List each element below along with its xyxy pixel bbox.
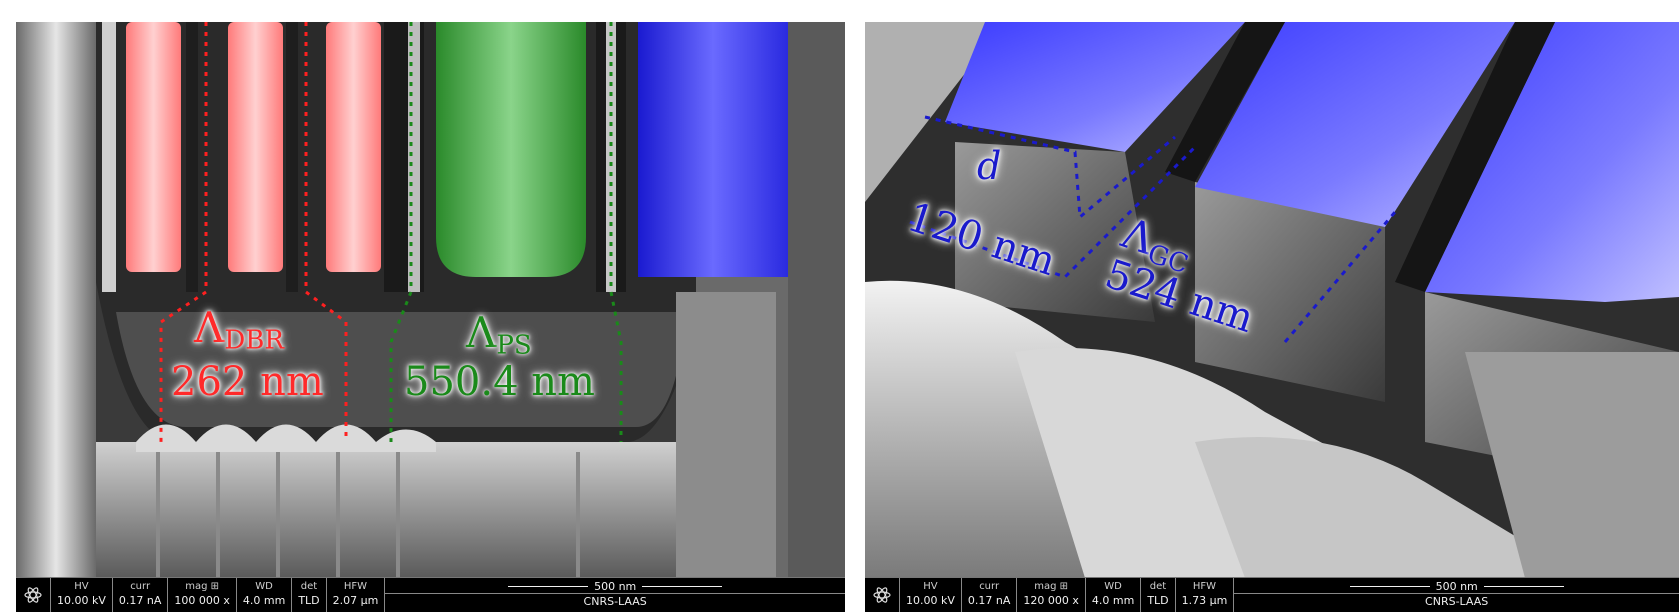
- sem-info-bar-left: HV 10.00 kV curr 0.17 nA mag ⊞ 100 000 x WD…: [16, 577, 845, 612]
- ps-bar: [436, 22, 586, 277]
- dbr-bar-1: [126, 22, 181, 272]
- gc-guides: [909, 115, 1397, 343]
- hfw-cell: HFW 2.07 µm: [327, 578, 386, 612]
- ps-period-label: ΛPS: [466, 308, 532, 361]
- scale-label: 500 nm: [594, 580, 637, 593]
- org-label: CNRS-LAAS: [1234, 593, 1679, 610]
- d-label: d: [977, 144, 1002, 188]
- hfw-cell: HFW 1.73 µm: [1176, 578, 1235, 612]
- hv-cell: HV 10.00 kV: [51, 578, 113, 612]
- scale-label: 500 nm: [1435, 580, 1478, 593]
- sem-logo-icon: [865, 578, 900, 612]
- sem-micrograph-right: [865, 22, 1679, 578]
- ps-guides: [389, 22, 623, 442]
- gc-tooth-2: [1195, 22, 1515, 227]
- mag-cell: mag ⊞ 100 000 x: [168, 578, 237, 612]
- dbr-guides: [159, 22, 348, 442]
- sem-image-left: ΛDBR 262 nm ΛPS 550.4 nm HV 10.00 kV curr…: [16, 22, 845, 612]
- hv-cell: HV 10.00 kV: [900, 578, 962, 612]
- det-cell: det TLD: [1141, 578, 1176, 612]
- curr-cell: curr 0.17 nA: [113, 578, 169, 612]
- sem-image-right: d 120 nm ΛGC 524 nm HV 10.00 kV curr 0.17 …: [865, 22, 1679, 612]
- mag-cell: mag ⊞ 120 000 x: [1017, 578, 1086, 612]
- dbr-bar-3: [326, 22, 381, 272]
- wd-cell: WD 4.0 mm: [237, 578, 293, 612]
- sem-info-bar-right: HV 10.00 kV curr 0.17 nA mag ⊞ 120 000 x WD…: [865, 577, 1679, 612]
- scale-bar: 500 nm CNRS-LAAS: [1234, 578, 1679, 612]
- gc-tooth-1: [945, 22, 1245, 152]
- dbr-period-value: 262 nm: [171, 359, 324, 405]
- wd-cell: WD 4.0 mm: [1086, 578, 1142, 612]
- dbr-bar-2: [228, 22, 283, 272]
- sem-logo-icon: [16, 578, 51, 612]
- gc-tooth-3: [1425, 22, 1679, 302]
- gc-bar-left: [638, 22, 788, 277]
- ps-period-value: 550.4 nm: [404, 359, 595, 405]
- det-cell: det TLD: [292, 578, 327, 612]
- dbr-period-label: ΛDBR: [194, 303, 284, 356]
- curr-cell: curr 0.17 nA: [962, 578, 1018, 612]
- scale-bar: 500 nm CNRS-LAAS: [385, 578, 845, 612]
- org-label: CNRS-LAAS: [385, 593, 845, 610]
- sem-micrograph-left: [16, 22, 845, 578]
